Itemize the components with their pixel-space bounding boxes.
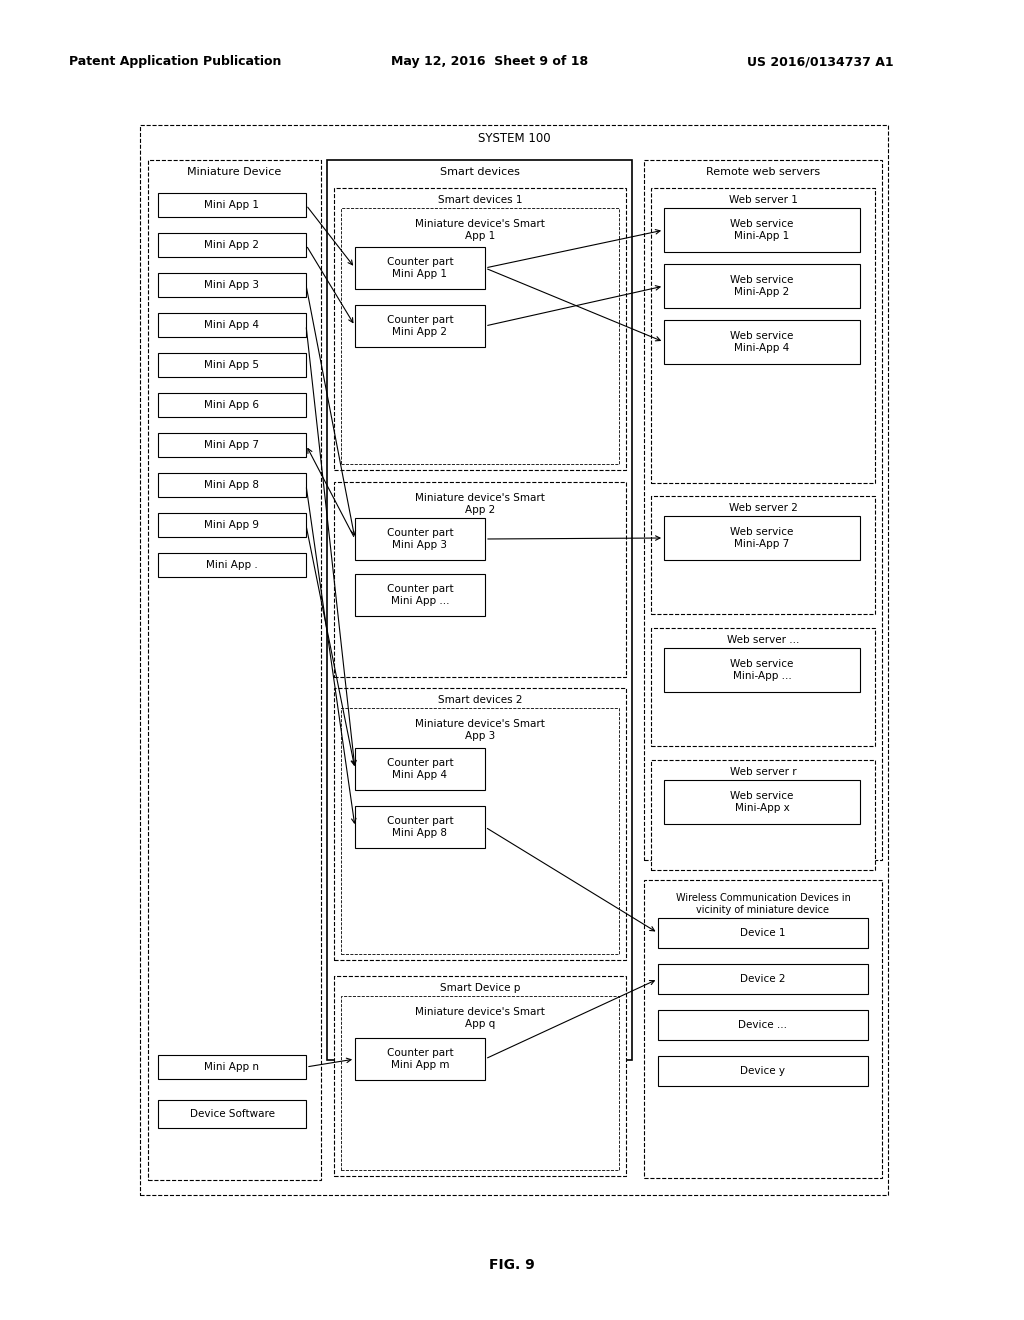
Bar	[651, 760, 874, 870]
Text: SYSTEM 100: SYSTEM 100	[477, 132, 550, 145]
Bar	[158, 1055, 306, 1078]
Text: Web service
Mini-App 7: Web service Mini-App 7	[730, 527, 794, 549]
Bar	[651, 187, 874, 483]
Text: Web service
Mini-App 1: Web service Mini-App 1	[730, 219, 794, 240]
Text: Web service
Mini-App ...: Web service Mini-App ...	[730, 659, 794, 681]
Text: FIG. 9: FIG. 9	[489, 1258, 535, 1272]
Text: Counter part
Mini App 1: Counter part Mini App 1	[387, 257, 454, 279]
Bar	[355, 305, 485, 347]
Bar	[664, 264, 860, 308]
Text: Mini App .: Mini App .	[206, 560, 258, 570]
Text: Counter part
Mini App m: Counter part Mini App m	[387, 1048, 454, 1069]
Text: Mini App 3: Mini App 3	[205, 280, 259, 290]
Text: Mini App 6: Mini App 6	[205, 400, 259, 411]
Bar	[664, 780, 860, 824]
Text: Smart devices: Smart devices	[439, 168, 519, 177]
Text: Mini App 1: Mini App 1	[205, 201, 259, 210]
Text: Smart devices 2: Smart devices 2	[437, 696, 522, 705]
Bar	[158, 273, 306, 297]
Bar	[158, 473, 306, 498]
Text: Web server ...: Web server ...	[727, 635, 799, 645]
Bar	[664, 516, 860, 560]
Text: Miniature device's Smart
App 3: Miniature device's Smart App 3	[415, 719, 545, 741]
Bar	[341, 209, 618, 465]
Bar	[158, 313, 306, 337]
Text: Web server 2: Web server 2	[728, 503, 798, 513]
Bar	[140, 125, 888, 1195]
Bar	[158, 1100, 306, 1129]
Text: Mini App 2: Mini App 2	[205, 240, 259, 249]
Bar	[158, 433, 306, 457]
Bar	[355, 517, 485, 560]
Bar	[664, 648, 860, 692]
Text: Wireless Communication Devices in
vicinity of miniature device: Wireless Communication Devices in vicini…	[676, 894, 851, 915]
Bar	[158, 193, 306, 216]
Bar	[341, 997, 618, 1170]
Text: Counter part
Mini App 3: Counter part Mini App 3	[387, 528, 454, 550]
Bar	[658, 1056, 868, 1086]
Bar	[334, 688, 626, 960]
Bar	[651, 496, 874, 614]
Bar	[355, 748, 485, 789]
Bar	[644, 880, 882, 1177]
Bar	[158, 352, 306, 378]
Text: Miniature Device: Miniature Device	[187, 168, 282, 177]
Bar	[658, 964, 868, 994]
Text: Miniature device's Smart
App q: Miniature device's Smart App q	[415, 1007, 545, 1028]
Text: Counter part
Mini App 4: Counter part Mini App 4	[387, 758, 454, 780]
Text: Web service
Mini-App 2: Web service Mini-App 2	[730, 275, 794, 297]
Text: Mini App 5: Mini App 5	[205, 360, 259, 370]
Bar	[334, 482, 626, 677]
Text: Miniature device's Smart
App 1: Miniature device's Smart App 1	[415, 219, 545, 240]
Text: Web service
Mini-App 4: Web service Mini-App 4	[730, 331, 794, 352]
Bar	[334, 975, 626, 1176]
Bar	[658, 917, 868, 948]
Text: Web server 1: Web server 1	[728, 195, 798, 205]
Bar	[644, 160, 882, 861]
Bar	[658, 1010, 868, 1040]
Text: Patent Application Publication: Patent Application Publication	[69, 55, 282, 69]
Bar	[334, 187, 626, 470]
Bar	[158, 513, 306, 537]
Text: Smart Device p: Smart Device p	[440, 983, 520, 993]
Text: Remote web servers: Remote web servers	[706, 168, 820, 177]
Bar	[158, 553, 306, 577]
Text: Mini App n: Mini App n	[205, 1063, 259, 1072]
Bar	[341, 708, 618, 954]
Text: Counter part
Mini App ...: Counter part Mini App ...	[387, 585, 454, 606]
Bar	[148, 160, 321, 1180]
Bar	[651, 628, 874, 746]
Bar	[158, 234, 306, 257]
Bar	[355, 247, 485, 289]
Text: Device ...: Device ...	[738, 1020, 787, 1030]
Text: Web server r: Web server r	[730, 767, 797, 777]
Bar	[664, 209, 860, 252]
Text: May 12, 2016  Sheet 9 of 18: May 12, 2016 Sheet 9 of 18	[391, 55, 589, 69]
Text: Device Software: Device Software	[189, 1109, 274, 1119]
Bar	[327, 160, 632, 1060]
Bar	[664, 319, 860, 364]
Text: Web service
Mini-App x: Web service Mini-App x	[730, 791, 794, 813]
Bar	[158, 393, 306, 417]
Text: Counter part
Mini App 8: Counter part Mini App 8	[387, 816, 454, 838]
Text: Mini App 8: Mini App 8	[205, 480, 259, 490]
Text: US 2016/0134737 A1: US 2016/0134737 A1	[746, 55, 893, 69]
Text: Smart devices 1: Smart devices 1	[437, 195, 522, 205]
Text: Mini App 9: Mini App 9	[205, 520, 259, 531]
Bar	[355, 807, 485, 847]
Text: Miniature device's Smart
App 2: Miniature device's Smart App 2	[415, 494, 545, 515]
Text: Mini App 7: Mini App 7	[205, 440, 259, 450]
Text: Device 2: Device 2	[740, 974, 785, 983]
Text: Counter part
Mini App 2: Counter part Mini App 2	[387, 315, 454, 337]
Text: Mini App 4: Mini App 4	[205, 319, 259, 330]
Text: Device y: Device y	[740, 1067, 785, 1076]
Bar	[355, 574, 485, 616]
Text: Device 1: Device 1	[740, 928, 785, 939]
Bar	[355, 1038, 485, 1080]
